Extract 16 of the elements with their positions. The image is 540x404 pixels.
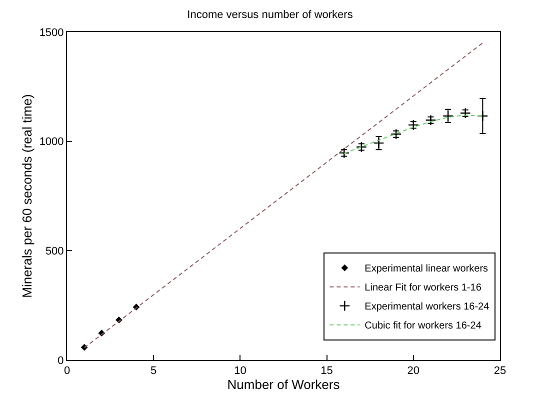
y-tick-label: 500 — [45, 246, 64, 258]
x-tick-label: 5 — [150, 365, 157, 378]
y-tick-label: 1500 — [39, 26, 64, 39]
x-tick-label: 25 — [494, 365, 506, 378]
legend-label: Experimental linear workers — [364, 264, 488, 275]
y-axis-title: Minerals per 60 seconds (real time) — [19, 94, 34, 298]
legend-label: Cubic fit for workers 16-24 — [364, 320, 482, 332]
x-tick-label: 15 — [320, 365, 333, 378]
legend-label: Linear Fit for workers 1-16 — [364, 282, 482, 294]
y-tick-label: 1000 — [39, 136, 64, 148]
y-tick-label: 0 — [58, 354, 64, 367]
x-tick-label: 10 — [234, 365, 246, 378]
x-axis-title: Number of Workers — [227, 377, 340, 392]
chart-title: Income versus number of workers — [187, 8, 354, 21]
x-tick-label: 20 — [407, 365, 420, 378]
legend-label: Experimental workers 16-24 — [364, 302, 490, 313]
